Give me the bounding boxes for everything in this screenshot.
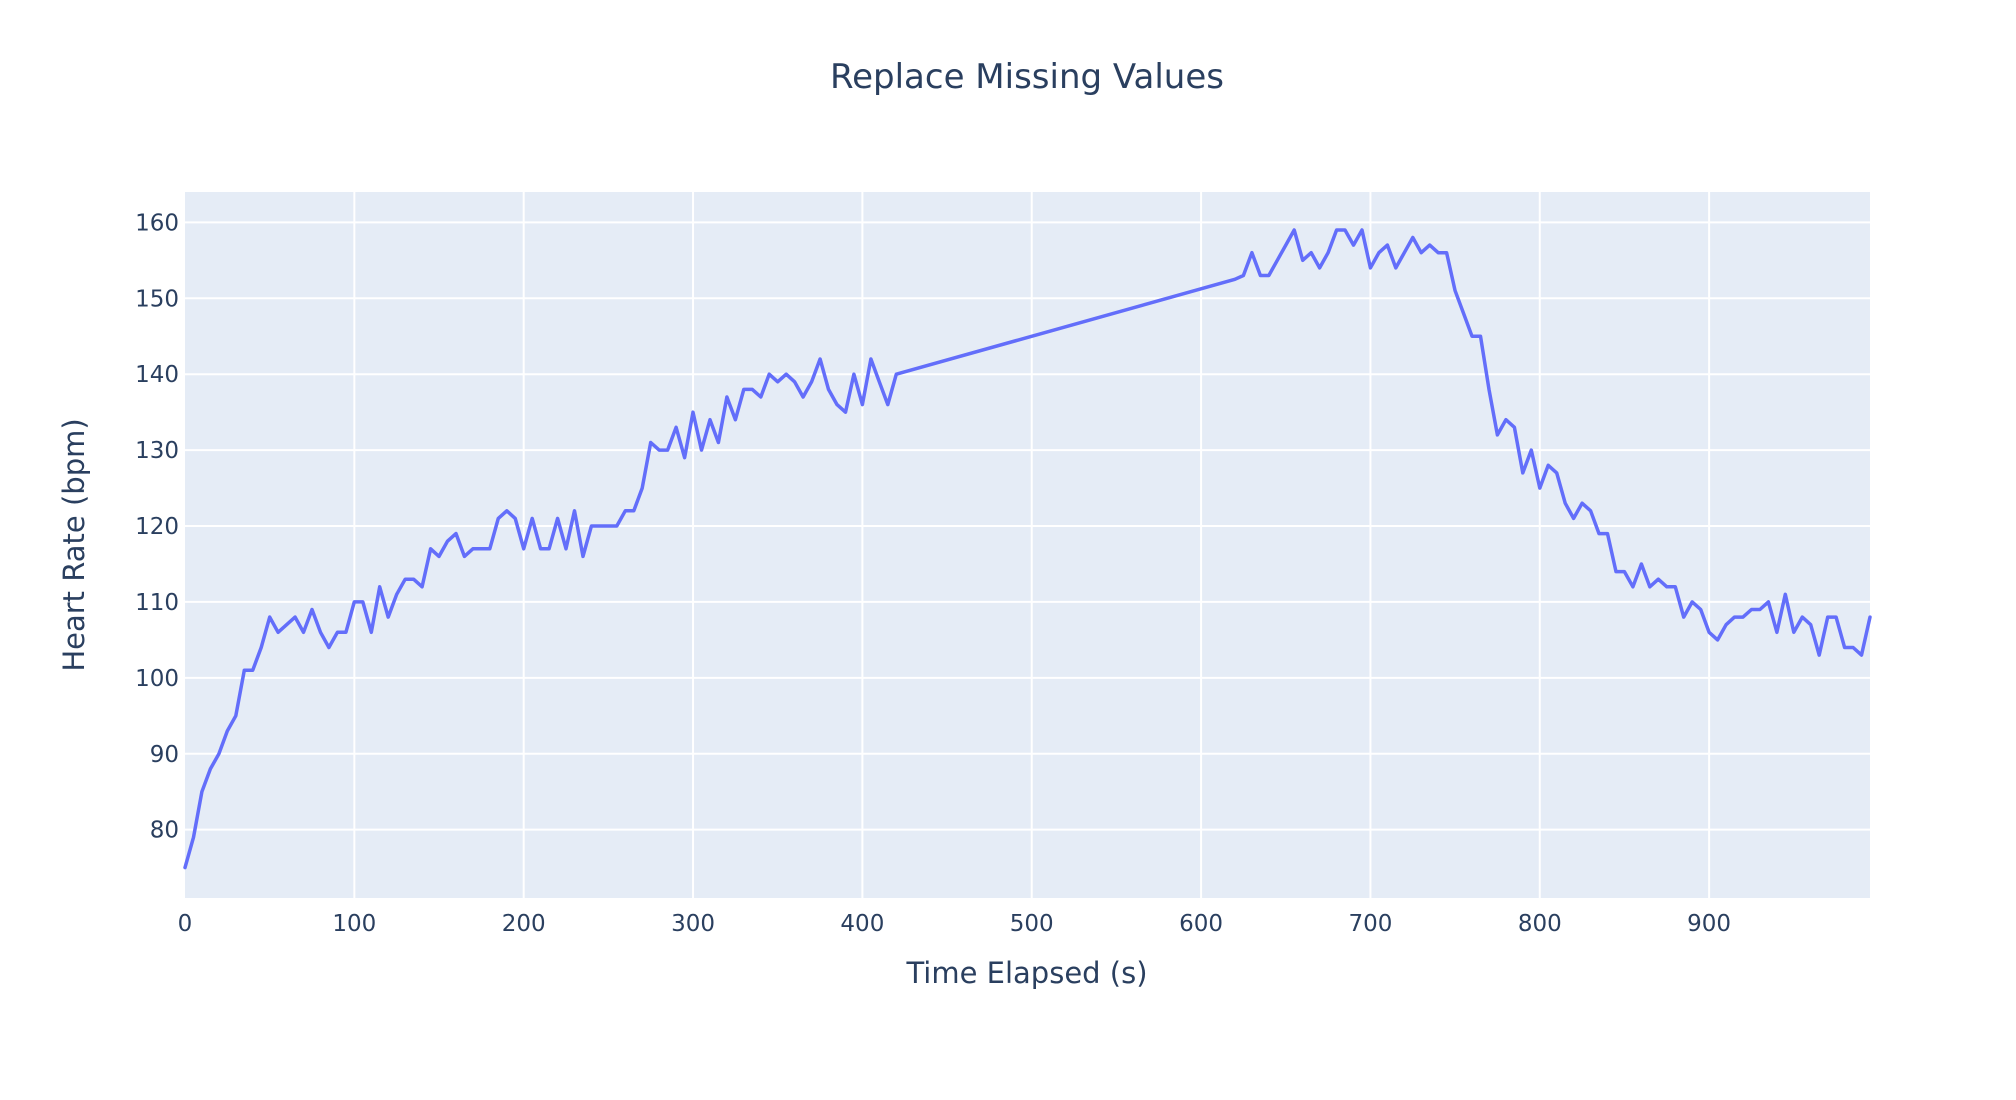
y-tick-label: 140 [135, 362, 179, 388]
x-tick-label: 200 [502, 911, 546, 937]
y-tick-label: 80 [150, 818, 179, 844]
series-lines [183, 228, 1872, 870]
y-axis-title: Heart Rate (bpm) [57, 418, 91, 671]
y-tick-label: 90 [150, 742, 179, 768]
x-tick-label: 300 [671, 911, 715, 937]
y-tick-label: 120 [135, 514, 179, 540]
x-tick-label: 700 [1348, 911, 1392, 937]
chart-title: Replace Missing Values [830, 57, 1224, 97]
y-tick-labels: 80 90 100 110 120 130 140 150 160 [135, 210, 179, 843]
x-tick-label: 500 [1010, 911, 1054, 937]
x-tick-label: 800 [1518, 911, 1562, 937]
y-gridlines [185, 221, 1870, 831]
x-tick-label: 400 [840, 911, 884, 937]
x-tick-label: 100 [332, 911, 376, 937]
x-axis-title: Time Elapsed (s) [905, 956, 1147, 990]
x-tick-labels: 0 100 200 300 400 500 600 700 800 900 [178, 911, 1731, 937]
plot-background [185, 192, 1870, 898]
y-tick-label: 160 [135, 210, 179, 236]
y-tick-label: 150 [135, 286, 179, 312]
y-tick-label: 130 [135, 438, 179, 464]
y-tick-label: 110 [135, 590, 179, 616]
x-tick-label: 0 [178, 911, 193, 937]
heart-rate-series-line [183, 228, 1872, 870]
x-tick-label: 900 [1687, 911, 1731, 937]
y-tick-label: 100 [135, 666, 179, 692]
x-tick-label: 600 [1179, 911, 1223, 937]
